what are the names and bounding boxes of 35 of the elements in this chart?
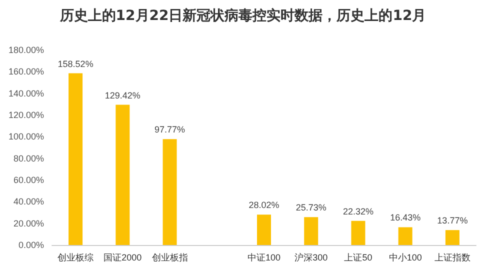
x-tick-label: 国证2000	[104, 252, 142, 262]
data-label: 129.42%	[104, 90, 140, 100]
x-tick-label: 创业板指	[152, 252, 188, 262]
x-tick-label: 创业板综	[58, 252, 94, 262]
bar	[257, 214, 271, 245]
y-tick-label: 0.00%	[18, 240, 44, 250]
data-label: 28.02%	[248, 200, 280, 210]
data-label: 13.77%	[437, 216, 468, 226]
bar	[304, 217, 318, 245]
data-label: 25.73%	[296, 202, 326, 213]
y-tick-label: 60.00%	[13, 175, 44, 185]
y-tick-label: 100.00%	[8, 132, 44, 142]
y-tick-label: 140.00%	[8, 88, 44, 98]
data-label: 22.32%	[342, 206, 374, 216]
y-tick-label: 180.00%	[8, 45, 44, 55]
y-tick-label: 20.00%	[13, 218, 44, 228]
data-label: 16.43%	[390, 212, 421, 223]
chart-title: 历史上的12月22日新冠状病毒控实时数据，历史上的12月	[58, 7, 426, 24]
bar	[68, 73, 83, 245]
bar	[445, 230, 460, 245]
y-tick-label: 80.00%	[13, 153, 44, 164]
y-tick-label: 40.00%	[13, 196, 44, 207]
x-tick-label: 中证100	[247, 252, 281, 262]
bar	[162, 139, 177, 245]
x-tick-label: 上证50	[344, 252, 372, 262]
data-label: 158.52%	[58, 58, 94, 69]
x-tick-label: 中小100	[388, 252, 422, 262]
data-label: 97.77%	[154, 124, 186, 135]
bar	[351, 220, 366, 245]
bar	[398, 227, 412, 245]
y-tick-label: 120.00%	[8, 110, 44, 120]
x-tick-label: 上证指数	[434, 252, 470, 262]
x-tick-label: 沪深300	[294, 252, 328, 262]
y-tick-label: 160.00%	[8, 66, 44, 77]
bar	[116, 104, 130, 245]
